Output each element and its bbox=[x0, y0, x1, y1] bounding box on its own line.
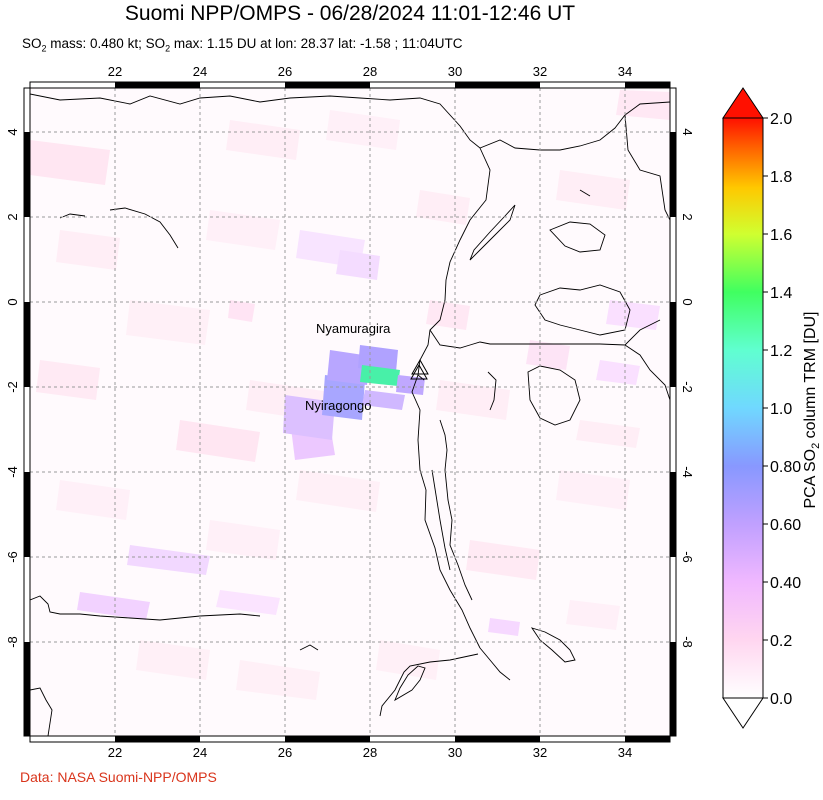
svg-text:30: 30 bbox=[448, 64, 462, 79]
svg-text:-8: -8 bbox=[5, 636, 20, 648]
svg-text:26: 26 bbox=[278, 745, 292, 760]
svg-text:2.0: 2.0 bbox=[770, 111, 792, 128]
data-credit: Data: NASA Suomi-NPP/OMPS bbox=[20, 769, 217, 785]
svg-text:0.60: 0.60 bbox=[770, 517, 801, 534]
max-text: max: 1.15 DU at lon: 28.37 lat: -1.58 ; … bbox=[170, 36, 463, 51]
volcano-markers bbox=[410, 358, 429, 380]
colorbar-label: PCA SO2 column TRM [DU] bbox=[802, 312, 822, 509]
svg-text:0.2: 0.2 bbox=[770, 633, 792, 650]
country-borders bbox=[30, 93, 670, 736]
svg-text:1.0: 1.0 bbox=[770, 401, 792, 418]
svg-text:34: 34 bbox=[618, 64, 632, 79]
svg-text:28: 28 bbox=[363, 745, 377, 760]
svg-text:0.80: 0.80 bbox=[770, 459, 801, 476]
svg-text:1.2: 1.2 bbox=[770, 343, 792, 360]
volcano-triangle-icon bbox=[410, 363, 428, 380]
so2-pixels bbox=[30, 90, 670, 700]
svg-text:30: 30 bbox=[448, 745, 462, 760]
svg-text:24: 24 bbox=[193, 64, 207, 79]
svg-text:32: 32 bbox=[533, 745, 547, 760]
mass-text: mass: 0.480 kt; SO bbox=[46, 36, 166, 51]
svg-text:-4: -4 bbox=[5, 466, 20, 478]
lat-labels-right: 4 2 0 -2 -4 -6 -8 bbox=[680, 128, 695, 647]
lat-labels-left: 4 2 0 -2 -4 -6 -8 bbox=[5, 128, 20, 647]
svg-text:4: 4 bbox=[680, 128, 695, 135]
svg-text:4: 4 bbox=[5, 128, 20, 135]
svg-text:2: 2 bbox=[5, 213, 20, 220]
svg-text:26: 26 bbox=[278, 64, 292, 79]
mass-prefix: SO bbox=[22, 36, 42, 51]
map-frame bbox=[23, 81, 677, 743]
colorbar-tick-labels: 2.0 1.8 1.6 1.4 1.2 1.0 0.80 0.60 0.40 0… bbox=[770, 111, 801, 708]
svg-text:22: 22 bbox=[108, 745, 122, 760]
mass-sub: 2 bbox=[41, 43, 47, 54]
svg-text:1.6: 1.6 bbox=[770, 227, 792, 244]
svg-text:0: 0 bbox=[5, 298, 20, 305]
svg-text:1.8: 1.8 bbox=[770, 169, 792, 186]
svg-text:0.40: 0.40 bbox=[770, 575, 801, 592]
svg-text:-6: -6 bbox=[5, 551, 20, 563]
svg-text:-2: -2 bbox=[5, 381, 20, 393]
svg-text:32: 32 bbox=[533, 64, 547, 79]
volcano-label-nyamuragira: Nyamuragira bbox=[316, 321, 391, 336]
max-sub: 2 bbox=[165, 43, 171, 54]
volcano-label-nyiragongo: Nyiragongo bbox=[305, 398, 372, 413]
svg-text:2: 2 bbox=[680, 213, 695, 220]
map-gridlines bbox=[30, 88, 670, 736]
colorbar-bottom-arrow bbox=[722, 697, 764, 729]
svg-text:-6: -6 bbox=[680, 551, 695, 563]
colorbar-top-arrow bbox=[722, 87, 764, 119]
map-title: Suomi NPP/OMPS - 06/28/2024 11:01-12:46 … bbox=[124, 2, 576, 25]
svg-text:22: 22 bbox=[108, 64, 122, 79]
svg-text:28: 28 bbox=[363, 64, 377, 79]
colorbar-gradient bbox=[722, 117, 764, 699]
svg-text:0.0: 0.0 bbox=[770, 691, 792, 708]
svg-text:24: 24 bbox=[193, 745, 207, 760]
svg-text:34: 34 bbox=[618, 745, 632, 760]
volcano-triangle-icon bbox=[411, 358, 429, 375]
lon-labels-bottom: 22 24 26 28 30 32 34 bbox=[108, 745, 632, 760]
map-subtitle: SO2 mass: 0.480 kt; SO2 max: 1.15 DU at … bbox=[22, 36, 463, 54]
svg-text:-4: -4 bbox=[680, 466, 695, 478]
lon-labels-top: 22 24 26 28 30 32 34 bbox=[108, 64, 632, 79]
colorbar: 2.0 1.8 1.6 1.4 1.2 1.0 0.80 0.60 0.40 0… bbox=[722, 87, 822, 729]
svg-text:0: 0 bbox=[680, 298, 695, 305]
svg-text:-8: -8 bbox=[680, 636, 695, 648]
svg-text:-2: -2 bbox=[680, 381, 695, 393]
svg-text:1.4: 1.4 bbox=[770, 285, 792, 302]
